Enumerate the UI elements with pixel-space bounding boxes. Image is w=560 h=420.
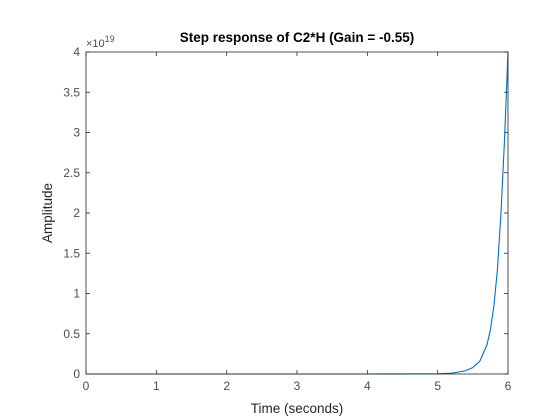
x-tick-label: 3 [294,379,301,393]
y-multiplier-base: ×10 [86,38,105,50]
y-tick-label: 2 [73,206,80,220]
x-tick-label: 2 [223,379,230,393]
y-tick-label: 2.5 [63,166,80,180]
y-tick-label: 4 [73,45,80,59]
y-tick-label: 1.5 [63,246,80,260]
x-tick-label: 4 [364,379,371,393]
y-tick-label: 3.5 [63,85,80,99]
y-axis-label: Amplitude [40,183,55,243]
x-tick-label: 1 [153,379,160,393]
axes-box [85,51,509,375]
x-tick-label: 0 [83,379,90,393]
y-tick-label: 1 [73,287,80,301]
y-axis-multiplier: ×1019 [86,34,115,50]
ticks-layer: 0 1 2 3 4 5 6 0 0.5 1 1.5 2 2.5 3 3.5 4 [63,45,511,393]
x-tick-label: 6 [505,379,512,393]
x-axis-label: Time (seconds) [251,401,344,416]
y-tick-label: 0.5 [63,327,80,341]
plot-area [86,52,508,374]
y-tick-label: 0 [73,367,80,381]
chart-title: Step response of C2*H (Gain = -0.55) [180,30,414,45]
y-tick-label: 3 [73,126,80,140]
y-multiplier-exponent: 19 [105,34,115,44]
x-tick-label: 5 [434,379,441,393]
